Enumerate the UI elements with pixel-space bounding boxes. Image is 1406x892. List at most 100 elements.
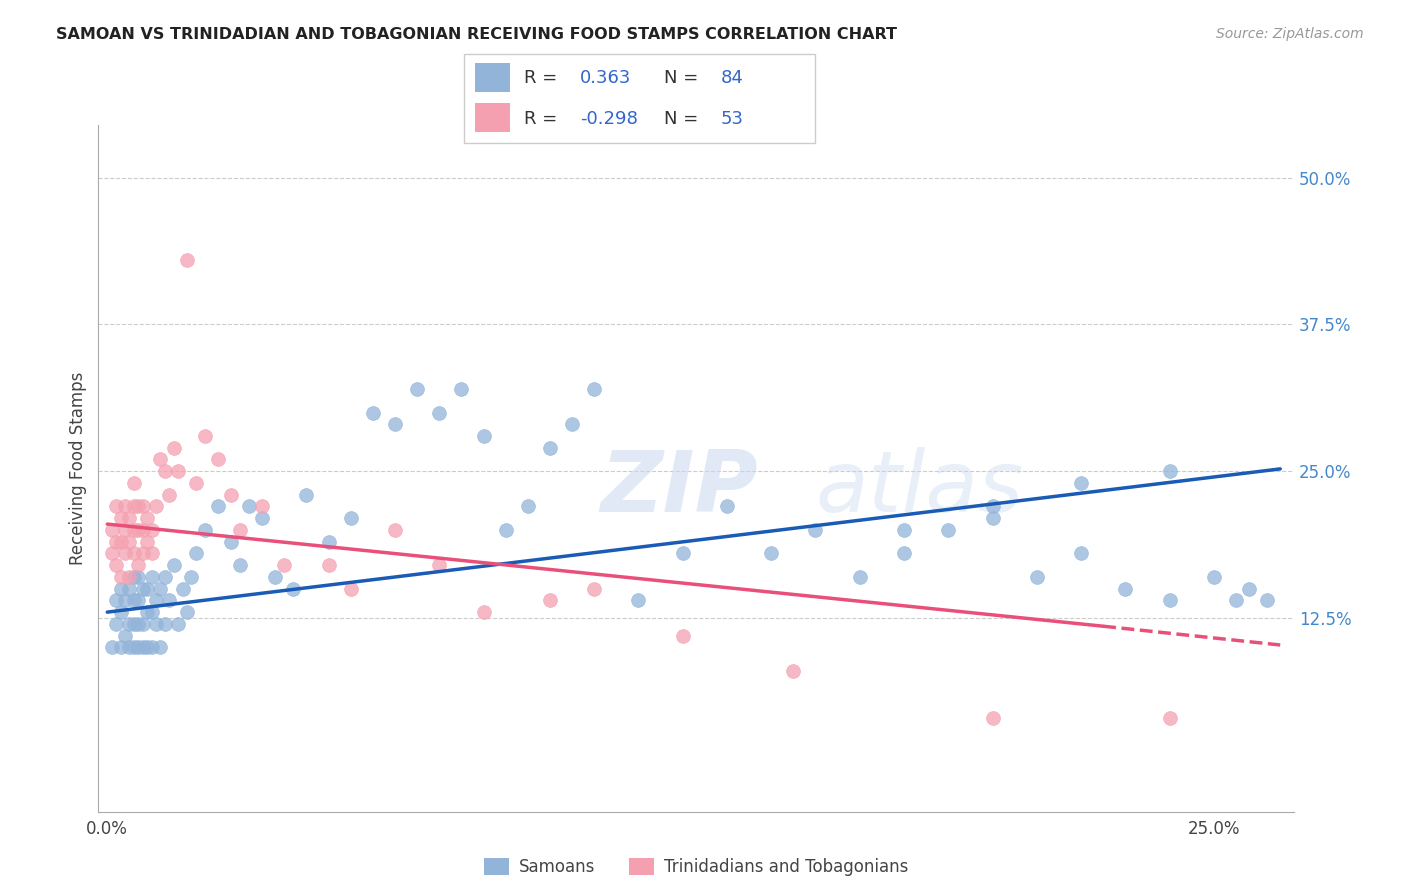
Point — [176, 252, 198, 267]
Text: N =: N = — [665, 69, 704, 87]
Point — [114, 593, 136, 607]
Point — [110, 605, 132, 619]
Point — [114, 546, 136, 560]
Point — [127, 640, 149, 655]
Point — [136, 640, 159, 655]
Point — [157, 593, 180, 607]
Point — [110, 570, 132, 584]
Point — [110, 511, 132, 525]
Point — [1225, 593, 1247, 607]
Point — [219, 534, 242, 549]
FancyBboxPatch shape — [475, 63, 510, 92]
Point — [1159, 711, 1181, 725]
Point — [1239, 582, 1261, 596]
Text: 0.363: 0.363 — [581, 69, 631, 87]
Point — [180, 570, 202, 584]
Point — [273, 558, 295, 573]
Point — [145, 616, 167, 631]
Point — [122, 523, 145, 537]
Point — [118, 511, 141, 525]
Text: Source: ZipAtlas.com: Source: ZipAtlas.com — [1216, 27, 1364, 41]
Point — [427, 405, 450, 419]
Point — [782, 664, 804, 678]
Point — [583, 382, 606, 396]
Point — [250, 500, 273, 514]
Point — [384, 417, 406, 432]
Point — [207, 500, 229, 514]
Point — [229, 523, 252, 537]
Point — [122, 640, 145, 655]
Point — [238, 500, 260, 514]
Point — [716, 500, 738, 514]
Point — [122, 616, 145, 631]
Point — [167, 616, 190, 631]
Point — [848, 570, 870, 584]
Point — [110, 582, 132, 596]
Point — [1159, 593, 1181, 607]
Point — [131, 616, 153, 631]
Point — [100, 640, 122, 655]
Point — [118, 570, 141, 584]
FancyBboxPatch shape — [475, 103, 510, 132]
Point — [127, 593, 149, 607]
Point — [295, 488, 318, 502]
Point — [105, 500, 128, 514]
Text: SAMOAN VS TRINIDADIAN AND TOBAGONIAN RECEIVING FOOD STAMPS CORRELATION CHART: SAMOAN VS TRINIDADIAN AND TOBAGONIAN REC… — [56, 27, 897, 42]
Point — [538, 441, 561, 455]
Point — [761, 546, 783, 560]
Point — [127, 616, 149, 631]
Point — [406, 382, 429, 396]
Point — [361, 405, 384, 419]
Point — [122, 546, 145, 560]
Point — [804, 523, 827, 537]
Point — [981, 500, 1004, 514]
Point — [250, 511, 273, 525]
Point — [318, 558, 340, 573]
Point — [339, 511, 361, 525]
Point — [384, 523, 406, 537]
Text: 84: 84 — [721, 69, 744, 87]
Point — [176, 605, 198, 619]
Legend: Samoans, Trinidadians and Tobagonians: Samoans, Trinidadians and Tobagonians — [477, 851, 915, 882]
Point — [118, 534, 141, 549]
Point — [264, 570, 287, 584]
Point — [229, 558, 252, 573]
Point — [127, 523, 149, 537]
Point — [153, 464, 176, 478]
Point — [110, 534, 132, 549]
Point — [981, 511, 1004, 525]
Point — [672, 546, 695, 560]
Text: -0.298: -0.298 — [581, 110, 638, 128]
Point — [472, 429, 495, 443]
Point — [136, 582, 159, 596]
Point — [131, 582, 153, 596]
Point — [141, 605, 163, 619]
Point — [110, 640, 132, 655]
Point — [118, 616, 141, 631]
Point — [100, 546, 122, 560]
Point — [145, 593, 167, 607]
Point — [936, 523, 959, 537]
Point — [194, 523, 217, 537]
Point — [149, 640, 172, 655]
Point — [105, 616, 128, 631]
Point — [122, 500, 145, 514]
Point — [538, 593, 561, 607]
Point — [105, 593, 128, 607]
Point — [127, 570, 149, 584]
Point — [184, 475, 207, 490]
Point — [141, 523, 163, 537]
Point — [339, 582, 361, 596]
Point — [627, 593, 650, 607]
Point — [1114, 582, 1136, 596]
Text: 53: 53 — [721, 110, 744, 128]
Text: atlas: atlas — [815, 448, 1024, 531]
Point — [100, 523, 122, 537]
Point — [157, 488, 180, 502]
FancyBboxPatch shape — [464, 54, 815, 143]
Point — [283, 582, 305, 596]
Point — [118, 582, 141, 596]
Point — [1025, 570, 1047, 584]
Point — [219, 488, 242, 502]
Point — [561, 417, 583, 432]
